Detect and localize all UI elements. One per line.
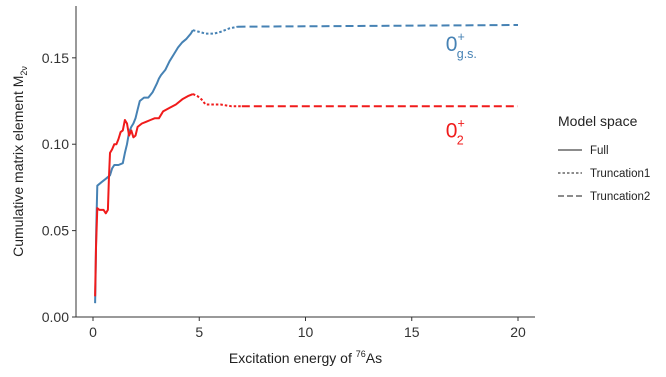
y-tick-label: 0.10 bbox=[42, 136, 69, 152]
x-tick-label: 15 bbox=[404, 324, 420, 340]
x-axis-title: Excitation energy of 76As bbox=[229, 349, 382, 366]
x-tick-label: 20 bbox=[510, 324, 526, 340]
legend-label: Full bbox=[590, 145, 609, 157]
x-tick-label: 0 bbox=[89, 324, 97, 340]
y-tick-label: 0.00 bbox=[42, 309, 69, 325]
state-label-0: 0+ g.s. bbox=[446, 30, 477, 61]
x-tick-label: 5 bbox=[195, 324, 203, 340]
series-0-solid-line bbox=[94, 29, 194, 304]
series-0-dashed-line bbox=[237, 24, 519, 28]
series-1-dotted-line bbox=[192, 93, 242, 108]
legend: Model space Full Truncation1 Truncation2 bbox=[558, 113, 650, 203]
annotation-layer: 0+ g.s. 0+ 2 bbox=[446, 30, 477, 147]
legend-title: Model space bbox=[558, 113, 638, 129]
series-layer bbox=[94, 24, 519, 304]
x-tick-label: 10 bbox=[298, 324, 314, 340]
legend-label: Truncation2 bbox=[590, 191, 650, 203]
legend-label: Truncation1 bbox=[590, 168, 650, 180]
axes: 0.00 0.05 0.10 0.15 0 5 10 15 20 Excitation energ… bbox=[10, 6, 535, 366]
series-0-dotted-line bbox=[192, 25, 238, 35]
series-1-solid-line bbox=[94, 93, 194, 297]
y-tick-label: 0.05 bbox=[42, 223, 69, 239]
y-axis-title: Cumulative matrix element M2ν bbox=[10, 66, 29, 257]
state-label-1: 0+ 2 bbox=[446, 116, 465, 147]
y-tick-label: 0.15 bbox=[42, 50, 69, 66]
